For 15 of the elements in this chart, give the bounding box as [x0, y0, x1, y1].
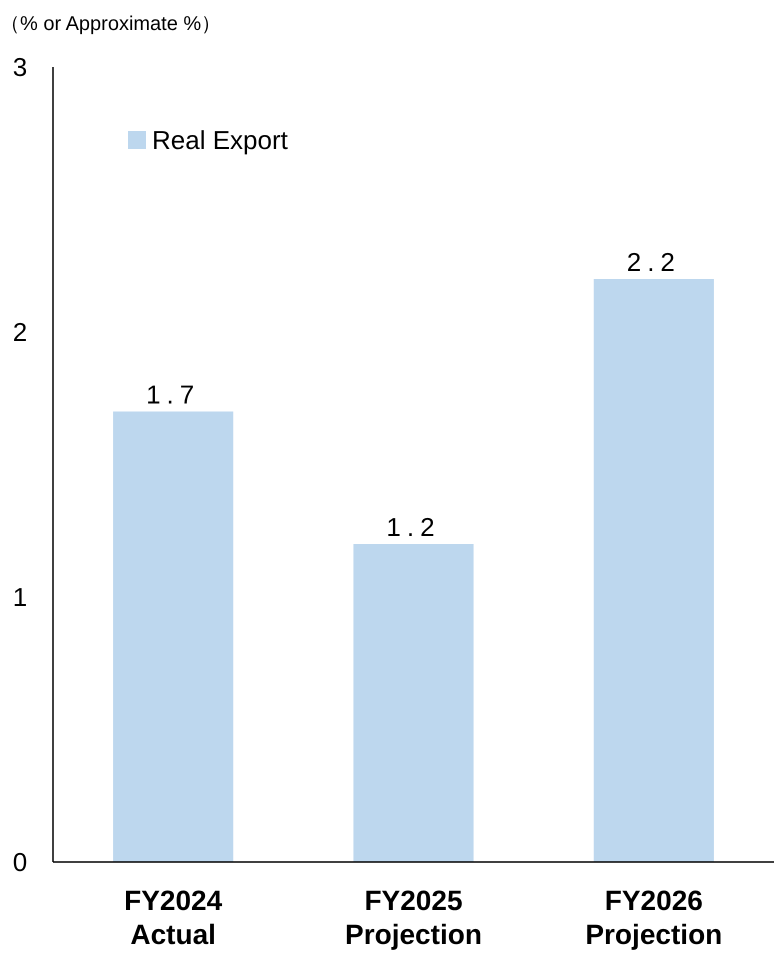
- bar: [594, 279, 714, 862]
- data-label: 2.2: [626, 247, 681, 277]
- y-axis-title: （% or Approximate %）: [0, 13, 222, 35]
- legend-label: Real Export: [152, 125, 289, 155]
- data-label: 1.2: [386, 512, 441, 542]
- bar: [353, 544, 474, 862]
- y-tick-label: 0: [12, 847, 28, 877]
- y-tick-label: 3: [12, 52, 28, 82]
- x-tick-label: FY2024 Actual: [124, 885, 223, 950]
- data-label: 1.7: [146, 380, 200, 410]
- bar: [113, 412, 234, 862]
- y-tick-label: 1: [12, 582, 28, 612]
- x-tick-label: FY2025 Projection: [345, 885, 482, 950]
- y-tick-label: 2: [12, 317, 28, 347]
- x-tick-label: FY2026 Projection: [585, 885, 722, 950]
